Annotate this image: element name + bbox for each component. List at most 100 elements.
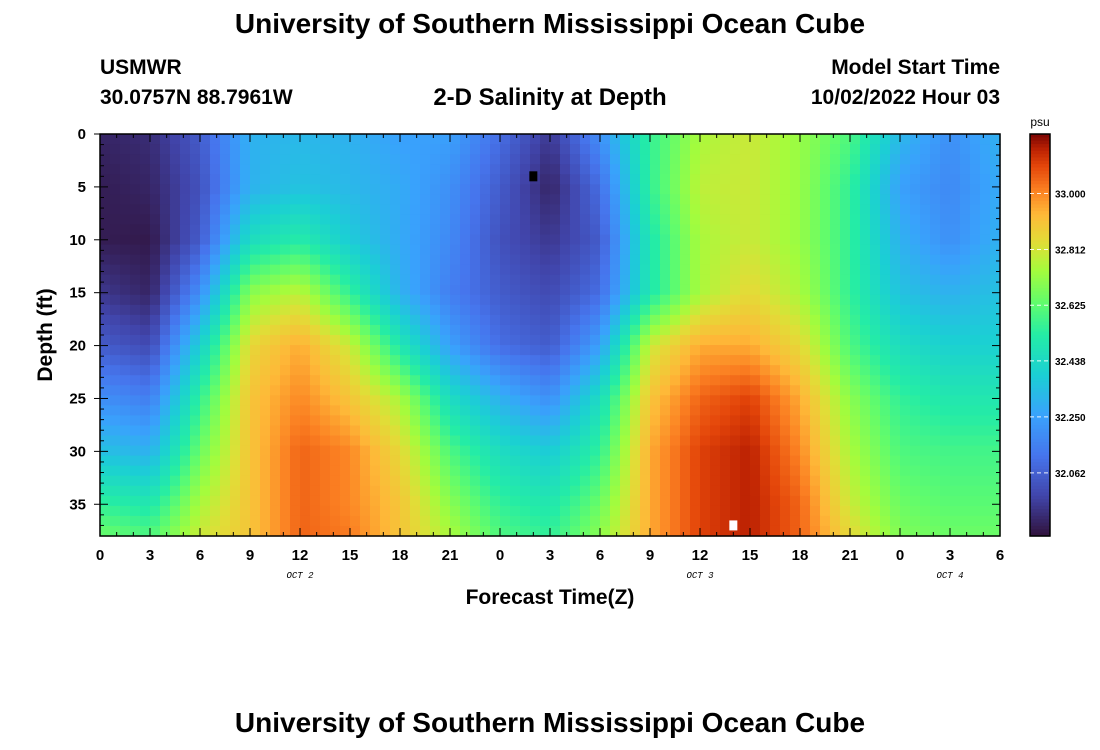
heatmap-cell [910, 505, 921, 517]
heatmap-cell [730, 525, 741, 537]
heatmap-cell [570, 425, 581, 437]
heatmap-cell [330, 345, 341, 356]
heatmap-cell [310, 345, 321, 356]
heatmap-cell [450, 164, 461, 175]
heatmap-cell [890, 314, 901, 326]
heatmap-cell [230, 415, 241, 427]
heatmap-cell [200, 485, 211, 497]
heatmap-cell [430, 375, 441, 386]
heatmap-cell [760, 365, 771, 376]
heatmap-cell [900, 395, 911, 406]
heatmap-cell [550, 445, 561, 457]
heatmap-cell [400, 294, 411, 306]
heatmap-cell [380, 304, 391, 316]
colorbar-swatch [1030, 217, 1050, 222]
heatmap-cell [920, 194, 931, 205]
heatmap-cell [840, 314, 851, 326]
heatmap-cell [710, 375, 721, 386]
heatmap-cell [450, 435, 461, 447]
heatmap-cell [900, 455, 911, 467]
heatmap-cell [560, 525, 571, 537]
heatmap-cell [860, 304, 871, 316]
heatmap-cell [620, 164, 631, 175]
heatmap-cell [710, 415, 721, 427]
heatmap-cell [600, 174, 611, 185]
heatmap-cell [930, 435, 941, 447]
heatmap-cell [200, 385, 211, 396]
heatmap-cell [620, 335, 631, 346]
heatmap-cell [150, 505, 161, 517]
heatmap-cell [810, 395, 821, 406]
heatmap-cell [360, 375, 371, 386]
heatmap-cell [440, 254, 451, 266]
heatmap-cell [780, 224, 791, 236]
heatmap-cell [860, 154, 871, 165]
heatmap-cell [240, 164, 251, 175]
colorbar-swatch [1030, 458, 1050, 463]
heatmap-cell [220, 375, 231, 386]
heatmap-cell [230, 274, 241, 286]
heatmap-cell [580, 495, 591, 507]
heatmap-cell [890, 324, 901, 336]
heatmap-cell [450, 505, 461, 517]
heatmap-cell [910, 174, 921, 185]
heatmap-cell [400, 515, 411, 527]
heatmap-cell [720, 194, 731, 205]
heatmap-cell [300, 304, 311, 316]
heatmap-cell [130, 385, 141, 396]
heatmap-cell [730, 314, 741, 326]
heatmap-cell [440, 234, 451, 246]
heatmap-cell [810, 274, 821, 286]
heatmap-cell [450, 475, 461, 487]
heatmap-cell [550, 324, 561, 336]
colorbar-swatch [1030, 294, 1050, 299]
heatmap-cell [250, 274, 261, 286]
heatmap-cell [110, 425, 121, 437]
heatmap-cell [520, 204, 531, 215]
heatmap-cell [420, 274, 431, 286]
heatmap-cell [430, 495, 441, 507]
heatmap-cell [420, 515, 431, 527]
heatmap-cell [360, 234, 371, 246]
heatmap-cell [930, 214, 941, 226]
heatmap-cell [610, 495, 621, 507]
heatmap-cell [860, 525, 871, 537]
heatmap-cell [990, 355, 1001, 366]
heatmap-cell [310, 425, 321, 437]
heatmap-cell [820, 284, 831, 296]
heatmap-cell [640, 274, 651, 286]
y-tick-label: 10 [69, 232, 86, 249]
heatmap-cell [280, 244, 291, 256]
heatmap-cell [700, 234, 711, 246]
heatmap-cell [980, 234, 991, 246]
heatmap-cell [530, 184, 541, 195]
heatmap-cell [360, 395, 371, 406]
heatmap-cell [700, 385, 711, 396]
heatmap-cell [870, 335, 881, 346]
heatmap-cell [140, 184, 151, 195]
heatmap-cell [140, 405, 151, 416]
heatmap-cell [470, 294, 481, 306]
heatmap-cell [890, 415, 901, 427]
heatmap-cell [680, 184, 691, 195]
heatmap-cell [660, 415, 671, 427]
heatmap-cell [810, 435, 821, 447]
heatmap-cell [600, 435, 611, 447]
heatmap-cell [390, 435, 401, 447]
heatmap-cell [770, 395, 781, 406]
heatmap-cell [540, 335, 551, 346]
heatmap-cell [540, 304, 551, 316]
colorbar-swatch [1030, 154, 1050, 159]
x-tick-label: 3 [946, 547, 954, 564]
heatmap-cell [170, 375, 181, 386]
heatmap-cell [350, 495, 361, 507]
heatmap-cell [680, 174, 691, 185]
heatmap-cell [590, 154, 601, 165]
heatmap-cell [670, 254, 681, 266]
heatmap-cell [410, 405, 421, 416]
heatmap-cell [330, 184, 341, 195]
heatmap-cell [460, 184, 471, 195]
heatmap-cell [840, 194, 851, 205]
heatmap-cell [160, 335, 171, 346]
heatmap-cell [520, 234, 531, 246]
